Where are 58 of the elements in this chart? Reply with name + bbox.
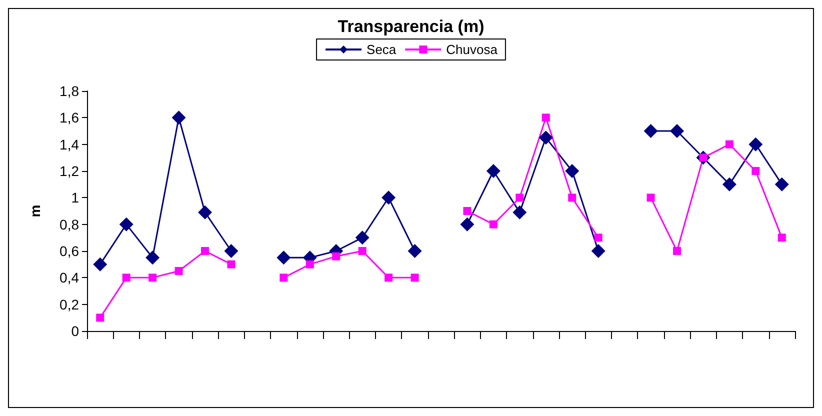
point bbox=[122, 274, 130, 282]
point bbox=[489, 220, 498, 228]
point bbox=[673, 247, 681, 255]
point bbox=[224, 244, 238, 258]
y-tick-label: 0,2 bbox=[60, 296, 80, 312]
y-tick-label: 1 bbox=[71, 190, 80, 206]
point bbox=[516, 194, 524, 202]
point bbox=[594, 234, 602, 242]
point bbox=[355, 230, 370, 245]
point bbox=[358, 247, 366, 255]
point bbox=[280, 274, 288, 282]
point bbox=[486, 164, 500, 178]
point bbox=[410, 274, 419, 282]
y-tick-label: 0 bbox=[71, 323, 80, 339]
point bbox=[227, 260, 236, 268]
point bbox=[774, 177, 789, 192]
y-tick-label: 0,8 bbox=[60, 216, 80, 232]
point bbox=[172, 110, 186, 125]
point bbox=[725, 140, 734, 148]
point bbox=[565, 164, 580, 178]
point bbox=[384, 274, 393, 282]
point bbox=[778, 234, 786, 242]
point bbox=[198, 205, 212, 220]
point bbox=[408, 244, 422, 258]
point bbox=[512, 205, 527, 220]
y-axis-title: m bbox=[27, 204, 43, 218]
y-tick-label: 1,6 bbox=[60, 110, 80, 126]
point bbox=[382, 190, 396, 205]
y-tick-label: 1,8 bbox=[60, 83, 80, 99]
point bbox=[93, 257, 108, 272]
point bbox=[146, 250, 160, 265]
legend-label: Chuvosa bbox=[446, 42, 498, 57]
y-tick-label: 0,4 bbox=[60, 270, 80, 286]
legend-label: Seca bbox=[366, 42, 397, 57]
point bbox=[644, 124, 658, 138]
point bbox=[119, 217, 134, 232]
point bbox=[463, 207, 472, 215]
y-tick-label: 1,2 bbox=[60, 163, 80, 179]
point bbox=[591, 244, 606, 258]
y-tick-label: 1,4 bbox=[60, 136, 80, 152]
point bbox=[148, 274, 157, 282]
point bbox=[670, 124, 684, 138]
point bbox=[722, 177, 736, 192]
point bbox=[460, 217, 474, 232]
point bbox=[538, 130, 553, 145]
point bbox=[306, 260, 314, 268]
y-tick-label: 0,6 bbox=[60, 243, 80, 259]
point bbox=[96, 314, 104, 322]
point bbox=[174, 267, 183, 275]
point bbox=[542, 114, 550, 122]
point bbox=[752, 167, 760, 175]
point bbox=[276, 250, 291, 265]
point bbox=[646, 194, 655, 202]
point bbox=[748, 137, 763, 152]
chart-title: Transparencia (m) bbox=[338, 17, 484, 36]
point bbox=[568, 194, 576, 202]
point bbox=[332, 252, 340, 260]
point bbox=[201, 247, 209, 255]
